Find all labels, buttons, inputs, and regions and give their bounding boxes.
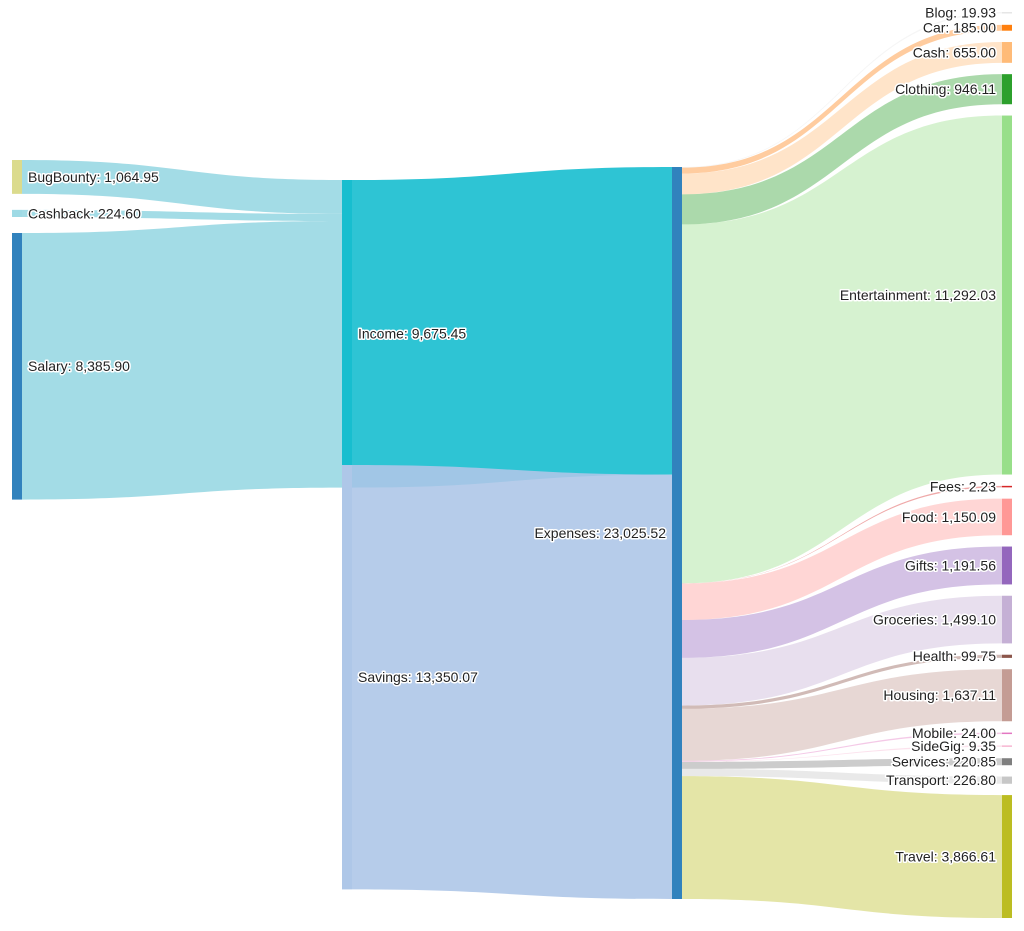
node-clothing [1002,74,1012,105]
label-expenses: Expenses: 23,025.52 [534,525,666,541]
label-salary: Salary: 8,385.90 [28,358,130,374]
node-transport [1002,776,1012,784]
label-mobile: Mobile: 24.00 [912,725,996,741]
link-expenses-to-housing [682,669,1002,761]
node-income [342,180,352,488]
node-cashback [12,209,22,217]
link-expenses-to-car [682,24,1002,174]
label-car: Car: 185.00 [923,20,996,36]
label-gifts: Gifts: 1,191.56 [905,557,996,573]
label-travel: Travel: 3,866.61 [895,848,996,864]
link-expenses-to-sidegig [682,745,1002,762]
node-salary [12,232,22,500]
link-expenses-to-groceries [682,595,1002,706]
link-savings-to-expenses [352,465,672,899]
link-expenses-to-entertainment [682,115,1002,584]
link-expenses-to-food [682,498,1002,621]
node-food [1002,498,1012,536]
node-cash [1002,42,1012,63]
link-expenses-to-travel [682,776,1002,918]
node-sidegig [1002,745,1012,747]
link-expenses-to-mobile [682,732,1002,762]
node-mobile [1002,732,1012,735]
label-services: Services: 220.85 [892,754,996,770]
node-blog [1002,12,1012,14]
node-expenses [672,167,682,899]
label-fees: Fees: 2.23 [930,479,996,495]
node-groceries [1002,595,1012,644]
node-housing [1002,669,1012,722]
label-groceries: Groceries: 1,499.10 [873,611,996,627]
link-expenses-to-gifts [682,546,1002,658]
link-income-to-expenses [352,167,672,488]
label-blog: Blog: 19.93 [925,5,996,21]
node-health [1002,654,1012,658]
node-gifts [1002,546,1012,585]
label-entertainment: Entertainment: 11,292.03 [840,287,996,303]
link-salary-to-income [22,220,342,500]
label-cashback: Cashback: 224.60 [28,205,141,221]
label-savings: Savings: 13,350.07 [358,669,478,685]
link-expenses-to-cash [682,42,1002,195]
label-health: Health: 99.75 [913,648,996,664]
label-bugbounty: BugBounty: 1,064.95 [28,169,159,185]
node-car [1002,24,1012,31]
node-fees [1002,485,1012,488]
link-expenses-to-clothing [682,74,1002,225]
node-travel [1002,795,1012,918]
link-bugbounty-to-income [22,160,342,214]
link-expenses-to-transport [682,768,1002,784]
label-housing: Housing: 1,637.11 [883,687,996,703]
link-expenses-to-blog [682,12,1002,168]
link-cashback-to-income [22,209,342,221]
node-entertainment [1002,115,1012,475]
node-savings [342,465,352,890]
label-sidegig: SideGig: 9.35 [911,738,996,754]
label-transport: Transport: 226.80 [886,772,996,788]
link-expenses-to-services [682,758,1002,769]
label-income: Income: 9,675.45 [358,326,466,342]
link-expenses-to-fees [682,485,1002,584]
label-food: Food: 1,150.09 [902,509,996,525]
sankey-links [22,12,1002,918]
link-expenses-to-health [682,654,1002,709]
label-cash: Cash: 655.00 [913,44,996,60]
node-services [1002,758,1012,766]
sankey-nodes [12,12,1012,918]
label-clothing: Clothing: 946.11 [895,81,996,97]
sankey-labels: BugBounty: 1,064.95 Cashback: 224.60 Salar… [27,3,998,866]
node-bugbounty [12,160,22,194]
